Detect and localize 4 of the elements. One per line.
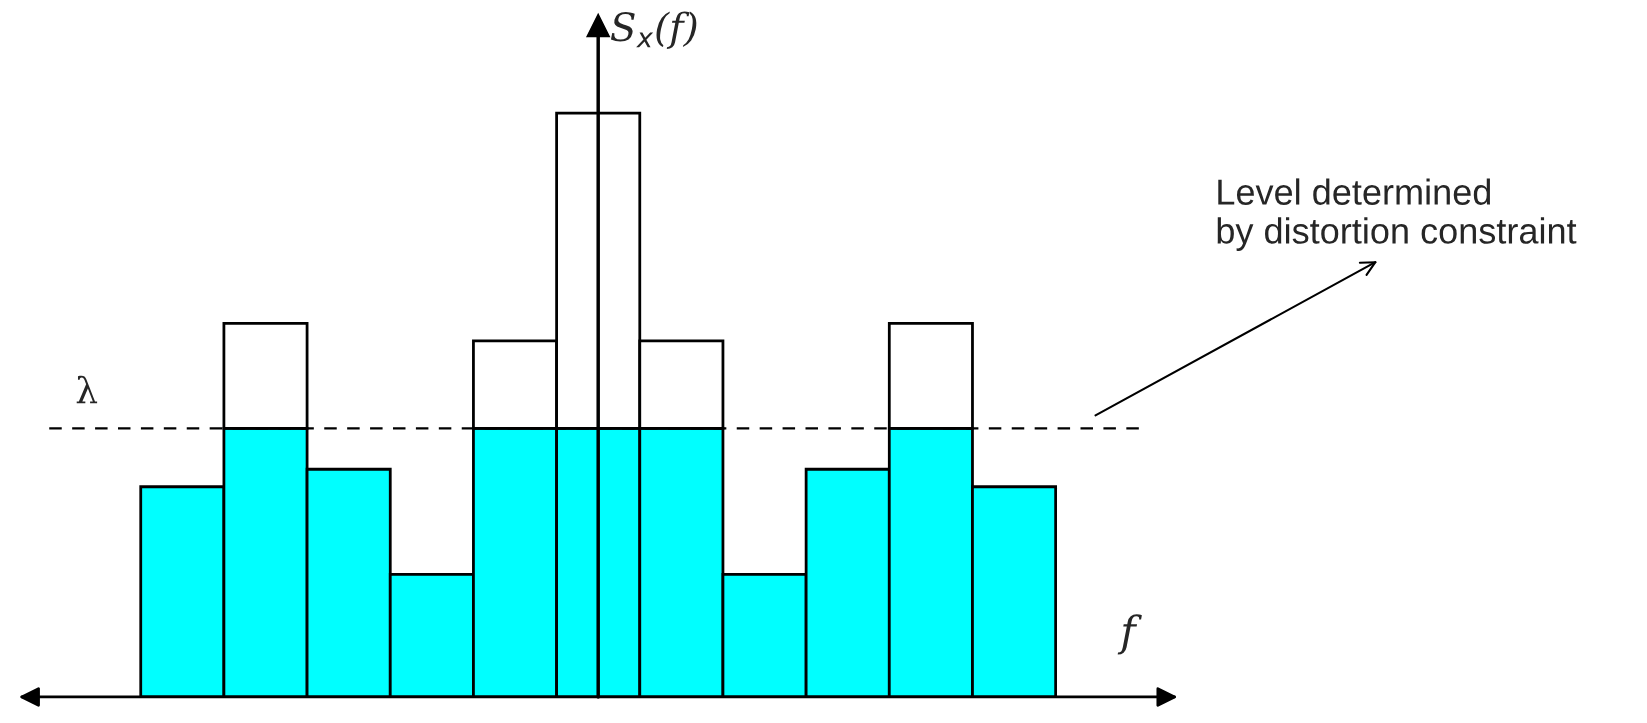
- y-axis-title: S$_{x}$(f): [610, 11, 697, 50]
- text: Level determined by distortion constraint: [1217, 178, 1577, 251]
- x-axis-title: f: [1117, 614, 1142, 655]
- ref-line-label: λ: [76, 375, 98, 404]
